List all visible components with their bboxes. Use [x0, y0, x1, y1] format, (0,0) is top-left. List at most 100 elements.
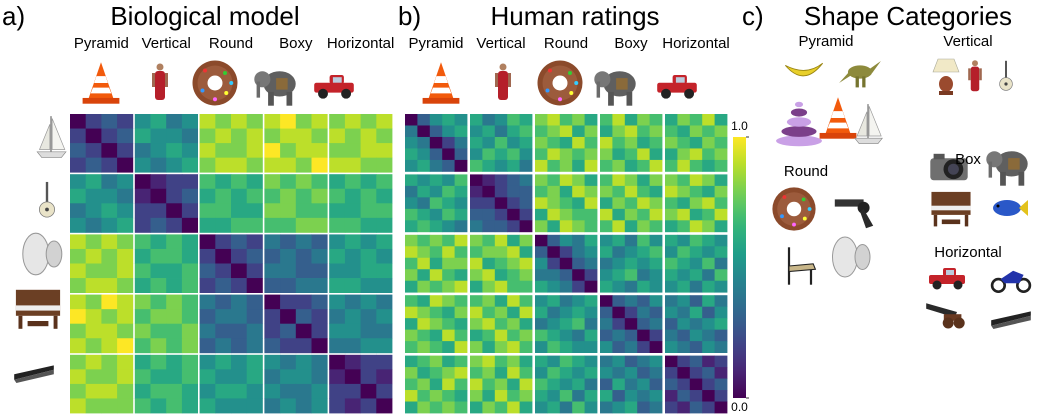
category-label: Vertical: [943, 33, 992, 50]
heatmap-cell: [559, 269, 573, 282]
heatmap-cell: [429, 329, 443, 342]
heatmap-cell: [624, 125, 638, 138]
heatmap-cell: [572, 125, 585, 138]
heatmap-cell: [470, 136, 483, 149]
heatmap-cell: [665, 329, 678, 342]
heatmap-cell: [376, 294, 393, 310]
heatmap-cell: [117, 234, 134, 250]
heatmap-cell: [264, 369, 281, 385]
heatmap-cell: [572, 159, 585, 172]
heatmap-cell: [689, 220, 703, 233]
heatmap-cell: [199, 398, 216, 414]
heatmap-cell: [519, 246, 533, 259]
heatmap-cell: [612, 246, 626, 259]
heatmap-cell: [329, 278, 346, 293]
heatmap-cell: [454, 174, 468, 187]
heatmap-cell: [702, 246, 715, 259]
heatmap-cell: [584, 114, 598, 126]
heatmap-cell: [624, 114, 638, 126]
heatmap-cell: [295, 354, 312, 370]
heatmap-cell: [470, 125, 483, 138]
heatmap-cell: [624, 185, 638, 198]
heatmap-cell: [677, 367, 691, 379]
heatmap-cell: [405, 269, 418, 282]
heatmap-cell: [311, 398, 328, 414]
heatmap-cell: [624, 246, 638, 259]
heatmap-cell: [612, 136, 626, 149]
heatmap-cell: [584, 185, 598, 198]
heatmap-cell: [117, 309, 134, 325]
heatmap-cell: [181, 114, 198, 129]
heatmap-cell: [494, 329, 508, 342]
heatmap-cell: [231, 354, 248, 370]
heatmap-cell: [101, 263, 118, 279]
heatmap-cell: [442, 378, 455, 391]
heatmap-cell: [429, 367, 443, 379]
heatmap-cell: [117, 248, 134, 264]
heatmap-cell: [702, 208, 715, 221]
heatmap-cell: [166, 157, 183, 173]
heatmap-cell: [70, 338, 87, 354]
heatmap-cell: [134, 217, 151, 233]
heatmap-cell: [714, 220, 728, 233]
heatmap-cell: [360, 203, 377, 219]
heatmap-cell: [494, 295, 508, 308]
heatmap-cell: [624, 148, 638, 161]
heatmap-cell: [117, 383, 134, 399]
heatmap-cell: [405, 257, 418, 270]
heatmap-cell: [535, 246, 548, 259]
heatmap-cell: [535, 280, 548, 293]
heatmap-cell: [637, 185, 650, 198]
heatmap-cell: [166, 354, 183, 370]
heatmap-cell: [612, 148, 626, 161]
heatmap-cell: [344, 188, 361, 204]
heatmap-cell: [101, 143, 118, 159]
heatmap-cell: [70, 188, 87, 204]
heatmap-cell: [482, 148, 496, 161]
heatmap-cell: [482, 280, 496, 293]
heatmap-cell: [344, 354, 361, 370]
heatmap-cell: [329, 188, 346, 204]
heatmap-cell: [181, 398, 198, 414]
heatmap-cell: [649, 159, 663, 172]
heatmap-cell: [572, 295, 585, 308]
heatmap-cell: [246, 323, 263, 339]
heatmap-cell: [470, 148, 483, 161]
heatmap-cell: [689, 318, 703, 331]
heatmap-cell: [494, 280, 508, 293]
icon: [834, 199, 874, 229]
heatmap-cell: [181, 234, 198, 250]
heatmap-cell: [519, 185, 533, 198]
heatmap-cell: [470, 269, 483, 282]
heatmap-cell: [535, 159, 548, 172]
heatmap-cell: [665, 174, 678, 187]
heatmap-cell: [584, 136, 598, 149]
heatmap-cell: [624, 280, 638, 293]
heatmap-cell: [624, 378, 638, 391]
heatmap-cell: [295, 203, 312, 219]
heatmap-cell: [85, 234, 102, 250]
heatmap-cell: [637, 367, 650, 379]
heatmap-cell: [519, 401, 533, 414]
heatmap-cell: [600, 378, 613, 391]
heatmap-cell: [231, 398, 248, 414]
heatmap-cell: [559, 136, 573, 149]
heatmap-cell: [215, 157, 232, 173]
heatmap-cell: [689, 295, 703, 308]
heatmap-cell: [665, 114, 678, 126]
panel-title: Human ratings: [490, 1, 659, 31]
heatmap-cell: [429, 234, 443, 247]
heatmap-cell: [280, 143, 297, 159]
heatmap-cell: [181, 188, 198, 204]
heatmap-cell: [612, 280, 626, 293]
heatmap-cell: [637, 234, 650, 247]
heatmap-cell: [535, 401, 548, 414]
heatmap-cell: [280, 114, 297, 129]
heatmap-cell: [677, 114, 691, 126]
heatmap-cell: [199, 369, 216, 385]
heatmap-cell: [417, 185, 431, 198]
heatmap-cell: [507, 378, 520, 391]
heatmap-cell: [470, 401, 483, 414]
heatmap-cell: [417, 125, 431, 138]
heatmap-cell: [429, 401, 443, 414]
